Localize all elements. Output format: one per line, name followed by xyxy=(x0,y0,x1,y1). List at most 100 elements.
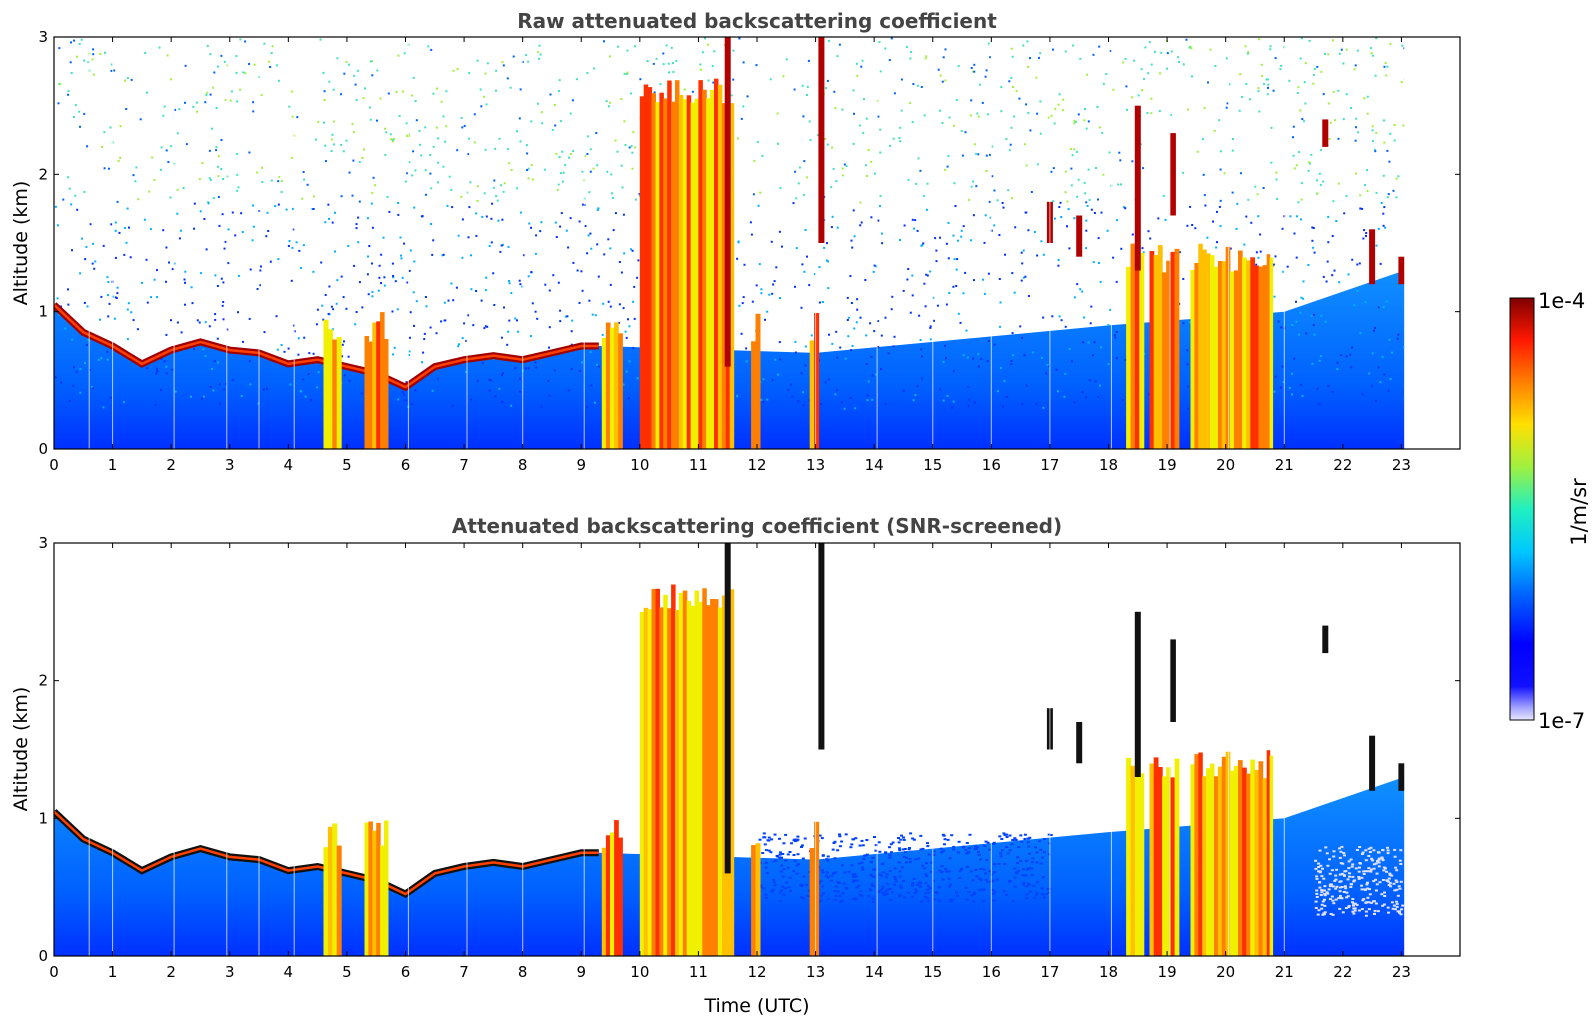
noise-speckle xyxy=(625,336,628,339)
noise-speckle xyxy=(813,273,816,276)
noise-speckle xyxy=(808,284,811,287)
noise-speckle xyxy=(924,57,927,60)
noise-speckle xyxy=(620,271,623,274)
noise-speckle xyxy=(1350,107,1352,109)
screened-return xyxy=(782,893,786,896)
noise-speckle xyxy=(746,95,749,98)
noise-speckle xyxy=(237,186,240,189)
noise-speckle xyxy=(451,206,454,209)
noise-speckle xyxy=(347,63,350,66)
noise-speckle xyxy=(711,65,714,67)
screened-return xyxy=(991,879,995,882)
noise-speckle xyxy=(408,350,411,353)
noise-speckle xyxy=(1267,83,1270,86)
screened-return xyxy=(1334,874,1338,877)
noise-speckle xyxy=(1320,314,1323,317)
screened-return xyxy=(1338,890,1342,893)
noise-speckle xyxy=(1308,162,1311,165)
noise-speckle xyxy=(782,75,785,78)
noise-speckle xyxy=(92,242,95,245)
screened-return xyxy=(1347,867,1351,870)
screened-return xyxy=(857,862,861,865)
noise-speckle xyxy=(220,54,223,57)
screened-return xyxy=(1368,888,1371,891)
noise-speckle xyxy=(475,290,478,292)
precipitation-shaft xyxy=(1198,243,1203,449)
noise-speckle xyxy=(275,64,278,67)
noise-speckle xyxy=(411,403,414,405)
screened-return xyxy=(888,846,891,849)
x-tick-label: 22 xyxy=(1333,456,1352,474)
noise-speckle xyxy=(1383,373,1386,376)
screened-return xyxy=(1010,843,1014,846)
noise-speckle xyxy=(964,271,967,274)
noise-speckle xyxy=(422,351,425,354)
noise-speckle xyxy=(1067,208,1070,211)
noise-speckle xyxy=(501,61,504,64)
noise-speckle xyxy=(859,316,862,319)
noise-speckle xyxy=(209,178,212,181)
noise-speckle xyxy=(953,258,956,261)
noise-speckle xyxy=(274,205,277,208)
noise-speckle xyxy=(405,381,408,384)
noise-speckle xyxy=(1364,301,1367,304)
noise-speckle xyxy=(169,196,172,199)
screened-return xyxy=(908,847,911,849)
noise-speckle xyxy=(1166,67,1168,70)
screened-return xyxy=(986,841,990,844)
screened-return xyxy=(1030,874,1034,877)
screened-return xyxy=(872,868,876,871)
noise-speckle xyxy=(841,174,844,177)
noise-speckle xyxy=(1303,81,1306,84)
screened-return xyxy=(1028,836,1032,839)
noise-speckle xyxy=(432,239,435,242)
screened-return xyxy=(914,858,918,861)
noise-speckle xyxy=(1131,96,1134,99)
noise-speckle xyxy=(397,202,400,204)
noise-speckle xyxy=(401,90,404,93)
noise-speckle xyxy=(1324,52,1326,55)
x-tick-label: 19 xyxy=(1158,456,1177,474)
noise-speckle xyxy=(1022,249,1025,252)
noise-speckle xyxy=(1097,395,1100,398)
screened-return xyxy=(986,880,990,883)
noise-speckle xyxy=(198,178,201,180)
x-tick-label: 18 xyxy=(1099,963,1118,981)
screened-return xyxy=(1346,878,1350,881)
noise-speckle xyxy=(1359,194,1362,197)
screened-return xyxy=(997,862,1001,865)
noise-speckle xyxy=(977,115,980,118)
noise-speckle xyxy=(436,87,438,90)
screened-return xyxy=(1340,886,1344,888)
precipitation-shaft xyxy=(384,339,389,449)
noise-speckle xyxy=(1254,185,1257,188)
noise-speckle xyxy=(570,368,573,370)
noise-speckle xyxy=(584,225,587,228)
noise-speckle xyxy=(836,389,838,392)
noise-speckle xyxy=(827,39,830,42)
noise-speckle xyxy=(1004,253,1006,256)
noise-speckle xyxy=(1374,150,1377,153)
noise-speckle xyxy=(1383,65,1386,68)
noise-speckle xyxy=(184,64,187,67)
noise-speckle xyxy=(248,360,251,363)
precipitation-shaft xyxy=(1262,778,1268,956)
no-data-region xyxy=(1404,543,1460,956)
noise-speckle xyxy=(156,296,158,299)
noise-speckle xyxy=(214,274,217,277)
noise-speckle xyxy=(1027,65,1030,68)
noise-speckle xyxy=(911,121,914,124)
screened-return xyxy=(910,895,914,898)
noise-speckle xyxy=(473,141,476,144)
noise-speckle xyxy=(501,218,504,221)
noise-speckle xyxy=(163,360,166,363)
noise-speckle xyxy=(543,168,546,171)
noise-speckle xyxy=(351,194,354,197)
noise-speckle xyxy=(806,85,809,88)
noise-speckle xyxy=(388,210,391,213)
precipitation-shaft xyxy=(714,599,719,956)
noise-speckle xyxy=(798,166,801,169)
noise-speckle xyxy=(593,401,596,404)
panel-1-axes: 0 1 2 3 4 5 6 7 8 9 10 11 12 13 14 15 16 17 18 19 20 21 22 2301… xyxy=(38,28,1460,474)
noise-speckle xyxy=(1182,278,1185,280)
